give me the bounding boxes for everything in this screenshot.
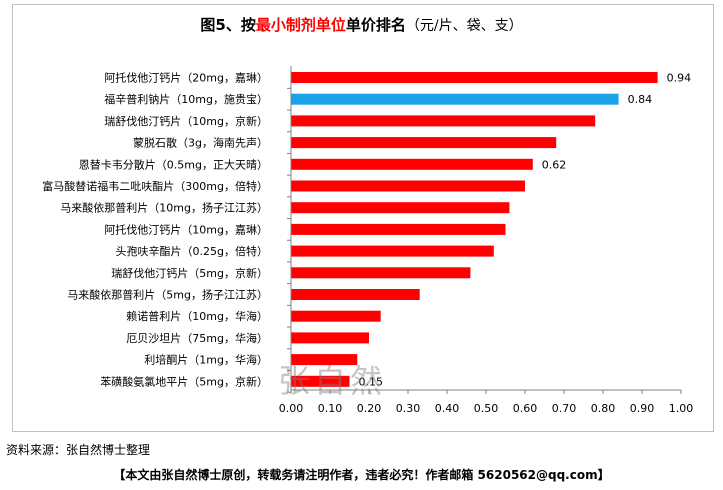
- x-tick-label: 0.60: [513, 402, 538, 415]
- x-tick-label: 0.80: [591, 402, 616, 415]
- data-label: 0.15: [359, 375, 384, 388]
- bars-layer: [291, 72, 658, 387]
- x-tick-label: 0.30: [396, 402, 421, 415]
- category-labels: 阿托伐他汀钙片（20mg，嘉琳） 福辛普利钠片（10mg，施贵宝） 瑞舒伐他汀钙片（…: [42, 71, 268, 389]
- bar: [291, 115, 596, 127]
- bar: [291, 223, 506, 235]
- x-tick-label: 0.40: [435, 402, 460, 415]
- x-tick-label: 1.00: [669, 402, 694, 415]
- category-label: 富马酸替诺福韦二吡呋酯片（300mg，倍特）: [42, 179, 268, 193]
- title-highlight: 最小制剂单位: [255, 16, 346, 34]
- category-label: 阿托伐他汀钙片（10mg，嘉琳）: [104, 222, 268, 236]
- bar: [291, 93, 619, 105]
- copyright-notice: 【本文由张自然博士原创，转载务请注明作者，违者必究！作者邮箱 5620562@q…: [113, 468, 610, 482]
- category-label: 瑞舒伐他汀钙片（5mg，京新）: [111, 266, 268, 280]
- category-label: 蒙脱石散（3g，海南先声）: [133, 136, 268, 150]
- data-label: 0.62: [542, 158, 567, 171]
- category-label: 苯磺酸氨氯地平片（5mg，京新）: [100, 374, 268, 388]
- chart-title: 图5、按最小制剂单位单价排名（元/片、袋、支）: [0, 14, 723, 35]
- bar-chart: 阿托伐他汀钙片（20mg，嘉琳） 福辛普利钠片（10mg，施贵宝） 瑞舒伐他汀钙片（…: [42, 66, 694, 415]
- title-unit: （元/片、袋、支）: [405, 18, 523, 34]
- bar: [291, 137, 557, 149]
- bar: [291, 310, 381, 322]
- category-label: 恩替卡韦分散片（0.5mg，正大天晴）: [79, 157, 268, 171]
- bar: [291, 158, 533, 170]
- x-axis: 0.00 0.10 0.20 0.30 0.40 0.50 0.60 0.70 0.80 0.90…: [279, 66, 694, 415]
- title-middle: 单价排名: [345, 16, 406, 34]
- category-label: 头孢呋辛酯片（0.25g，倍特）: [116, 244, 268, 258]
- x-tick-label: 0.90: [630, 402, 655, 415]
- x-tick-label: 0.10: [318, 402, 343, 415]
- bar: [291, 202, 510, 214]
- title-prefix: 图5、按: [200, 16, 256, 34]
- bar: [291, 72, 658, 83]
- category-label: 赖诺普利片（10mg，华海）: [126, 309, 268, 323]
- bar: [291, 267, 471, 279]
- category-label: 阿托伐他汀钙片（20mg，嘉琳）: [104, 71, 268, 85]
- bar: [291, 180, 525, 192]
- bar: [291, 289, 420, 300]
- x-tick-label: 0.50: [474, 402, 499, 415]
- bar: [291, 245, 494, 257]
- x-tick-label: 0.70: [552, 402, 577, 415]
- watermark: 张自然: [278, 362, 386, 400]
- source-note: 资料来源：张自然博士整理: [6, 443, 151, 457]
- category-label: 瑞舒伐他汀钙片（10mg，京新）: [104, 114, 268, 128]
- bar: [291, 332, 369, 344]
- data-label: 0.84: [628, 93, 653, 106]
- bar: [291, 375, 350, 387]
- category-label: 福辛普利钠片（10mg，施贵宝）: [104, 92, 268, 106]
- category-label: 马来酸依那普利片（5mg，扬子江江苏）: [67, 288, 268, 302]
- x-tick-label: 0.20: [357, 402, 382, 415]
- category-label: 利培酮片（1mg，华海）: [144, 353, 268, 367]
- data-labels: 0.94 0.84 0.62 0.15: [359, 72, 692, 389]
- category-label: 厄贝沙坦片（75mg，华海）: [126, 331, 268, 345]
- bar: [291, 354, 358, 366]
- data-label: 0.94: [667, 72, 692, 85]
- x-tick-label: 0.00: [279, 402, 304, 415]
- category-label: 马来酸依那普利片（10mg，扬子江江苏）: [60, 201, 268, 215]
